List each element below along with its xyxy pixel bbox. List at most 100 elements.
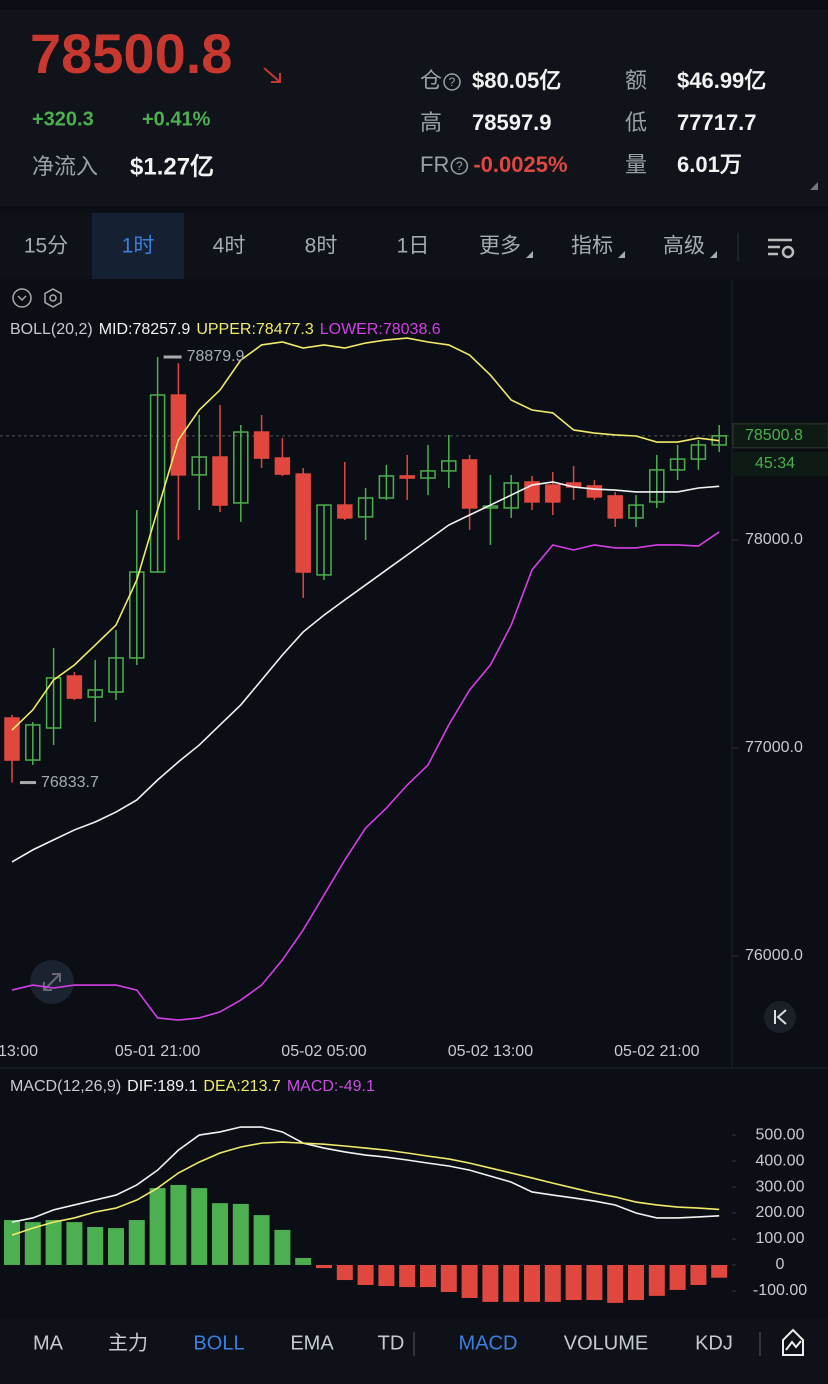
tab[interactable]: 4时 xyxy=(213,235,246,258)
stat-value: $46.99亿 xyxy=(677,68,766,93)
candle-body xyxy=(545,484,561,503)
stat-value: 77717.7 xyxy=(677,110,757,135)
histogram-bar xyxy=(212,1203,228,1265)
indicator-tab[interactable]: MA xyxy=(33,1332,64,1354)
histogram-bar xyxy=(45,1220,62,1265)
indicator-name: MACD(12,26,9) xyxy=(10,1078,121,1095)
stat-label: 仓 xyxy=(420,68,442,93)
low-label: 76833.7 xyxy=(41,774,99,791)
candle-body xyxy=(129,571,145,659)
scroll-latest-button[interactable] xyxy=(764,1001,796,1033)
draw-tool-icon[interactable] xyxy=(782,1328,804,1356)
x-tick-label: 05-01 21:00 xyxy=(115,1043,201,1060)
histogram-bar xyxy=(232,1203,249,1265)
active-tab-bg xyxy=(92,213,184,279)
candle-body xyxy=(628,504,644,519)
y-tick-label: 77000.0 xyxy=(745,739,803,756)
indicator-tab[interactable]: TD xyxy=(378,1332,405,1354)
y-tick-label: 300.00 xyxy=(756,1178,805,1195)
legend-entry: DEA:213.7 xyxy=(203,1078,280,1095)
change: +320.3 xyxy=(32,108,94,130)
collapse-icon[interactable] xyxy=(12,288,32,308)
indicator-tab[interactable]: BOLL xyxy=(193,1332,244,1354)
tab[interactable]: 1日 xyxy=(397,235,430,258)
candle-body xyxy=(45,677,62,729)
stat-label: 低 xyxy=(625,110,647,135)
info-icon[interactable] xyxy=(450,157,469,175)
settings-icon[interactable] xyxy=(768,238,795,259)
tab[interactable]: 1时 xyxy=(122,235,155,258)
x-tick-label: 05-02 13:00 xyxy=(448,1043,534,1060)
stat-label: FR xyxy=(420,152,449,177)
y-tick-label: 500.00 xyxy=(756,1126,805,1143)
price-tag: 78500.8 xyxy=(745,427,803,444)
boll-line xyxy=(11,531,720,1021)
histogram-bar xyxy=(295,1257,312,1265)
histogram-bar xyxy=(524,1264,540,1302)
stat-value: $80.05亿 xyxy=(472,68,561,93)
histogram-bar xyxy=(399,1264,416,1288)
candle-body xyxy=(212,456,228,506)
settings-hex-dot xyxy=(49,294,57,302)
tab-caret xyxy=(710,251,717,258)
histogram-bar xyxy=(378,1264,395,1287)
indicator-tab[interactable]: MACD xyxy=(459,1332,518,1354)
histogram-bar xyxy=(170,1184,187,1265)
tab[interactable]: 指标 xyxy=(571,235,613,258)
candle-body xyxy=(233,431,249,504)
candle-body xyxy=(399,475,415,479)
stat-label: 高 xyxy=(420,110,442,135)
info-mark: ? xyxy=(456,159,463,173)
tab[interactable]: 高级 xyxy=(663,235,705,258)
candle-body xyxy=(503,482,519,509)
y-tick-label: 200.00 xyxy=(756,1204,805,1221)
tab[interactable]: 更多 xyxy=(479,235,521,258)
indicator-tab[interactable]: EMA xyxy=(290,1332,334,1354)
histogram-bar xyxy=(461,1264,478,1298)
indicator-tab[interactable]: 主力 xyxy=(108,1331,148,1354)
candle-body xyxy=(337,504,353,519)
histogram-bar xyxy=(66,1222,83,1265)
tab[interactable]: 15分 xyxy=(24,235,68,258)
candle-body xyxy=(4,717,20,761)
x-tick-label: 13:00 xyxy=(0,1043,38,1060)
info-icon[interactable] xyxy=(443,73,461,91)
candle-body xyxy=(87,689,103,698)
candle-body xyxy=(690,444,707,460)
x-tick-label: 05-02 05:00 xyxy=(281,1043,367,1060)
stat-value: 6.01万 xyxy=(677,152,742,177)
macd-line xyxy=(11,1141,720,1236)
candle-body xyxy=(357,497,374,518)
expand-corner[interactable] xyxy=(810,182,818,190)
histogram-bar xyxy=(336,1264,353,1281)
price-tag-box xyxy=(732,423,828,449)
candle-body xyxy=(191,456,207,476)
candle-body xyxy=(295,473,311,573)
candle-body xyxy=(316,504,332,576)
candle-body xyxy=(461,459,478,509)
histogram-bar xyxy=(149,1188,166,1265)
histogram-bar xyxy=(316,1264,332,1269)
header-panel xyxy=(0,10,828,206)
candle-body xyxy=(170,394,187,476)
histogram-bar xyxy=(357,1264,374,1285)
candle-body xyxy=(420,470,436,479)
settings-hex[interactable] xyxy=(44,288,62,308)
candle-body xyxy=(25,724,41,761)
histogram-bar xyxy=(87,1227,104,1265)
indicator-tab[interactable]: KDJ xyxy=(695,1332,733,1354)
histogram-bar xyxy=(4,1220,20,1265)
stat-label: 额 xyxy=(625,68,647,93)
indicator-tab[interactable]: VOLUME xyxy=(564,1332,648,1354)
histogram-bar xyxy=(544,1264,561,1302)
tab[interactable]: 8时 xyxy=(305,235,338,258)
change-pct: +0.41% xyxy=(142,108,211,130)
histogram-bar xyxy=(482,1264,499,1302)
last-price: 78500.8 xyxy=(30,22,232,85)
indicator-name: BOLL(20,2) xyxy=(10,321,93,338)
candle-body xyxy=(607,495,623,519)
stat-label: 量 xyxy=(625,152,647,177)
